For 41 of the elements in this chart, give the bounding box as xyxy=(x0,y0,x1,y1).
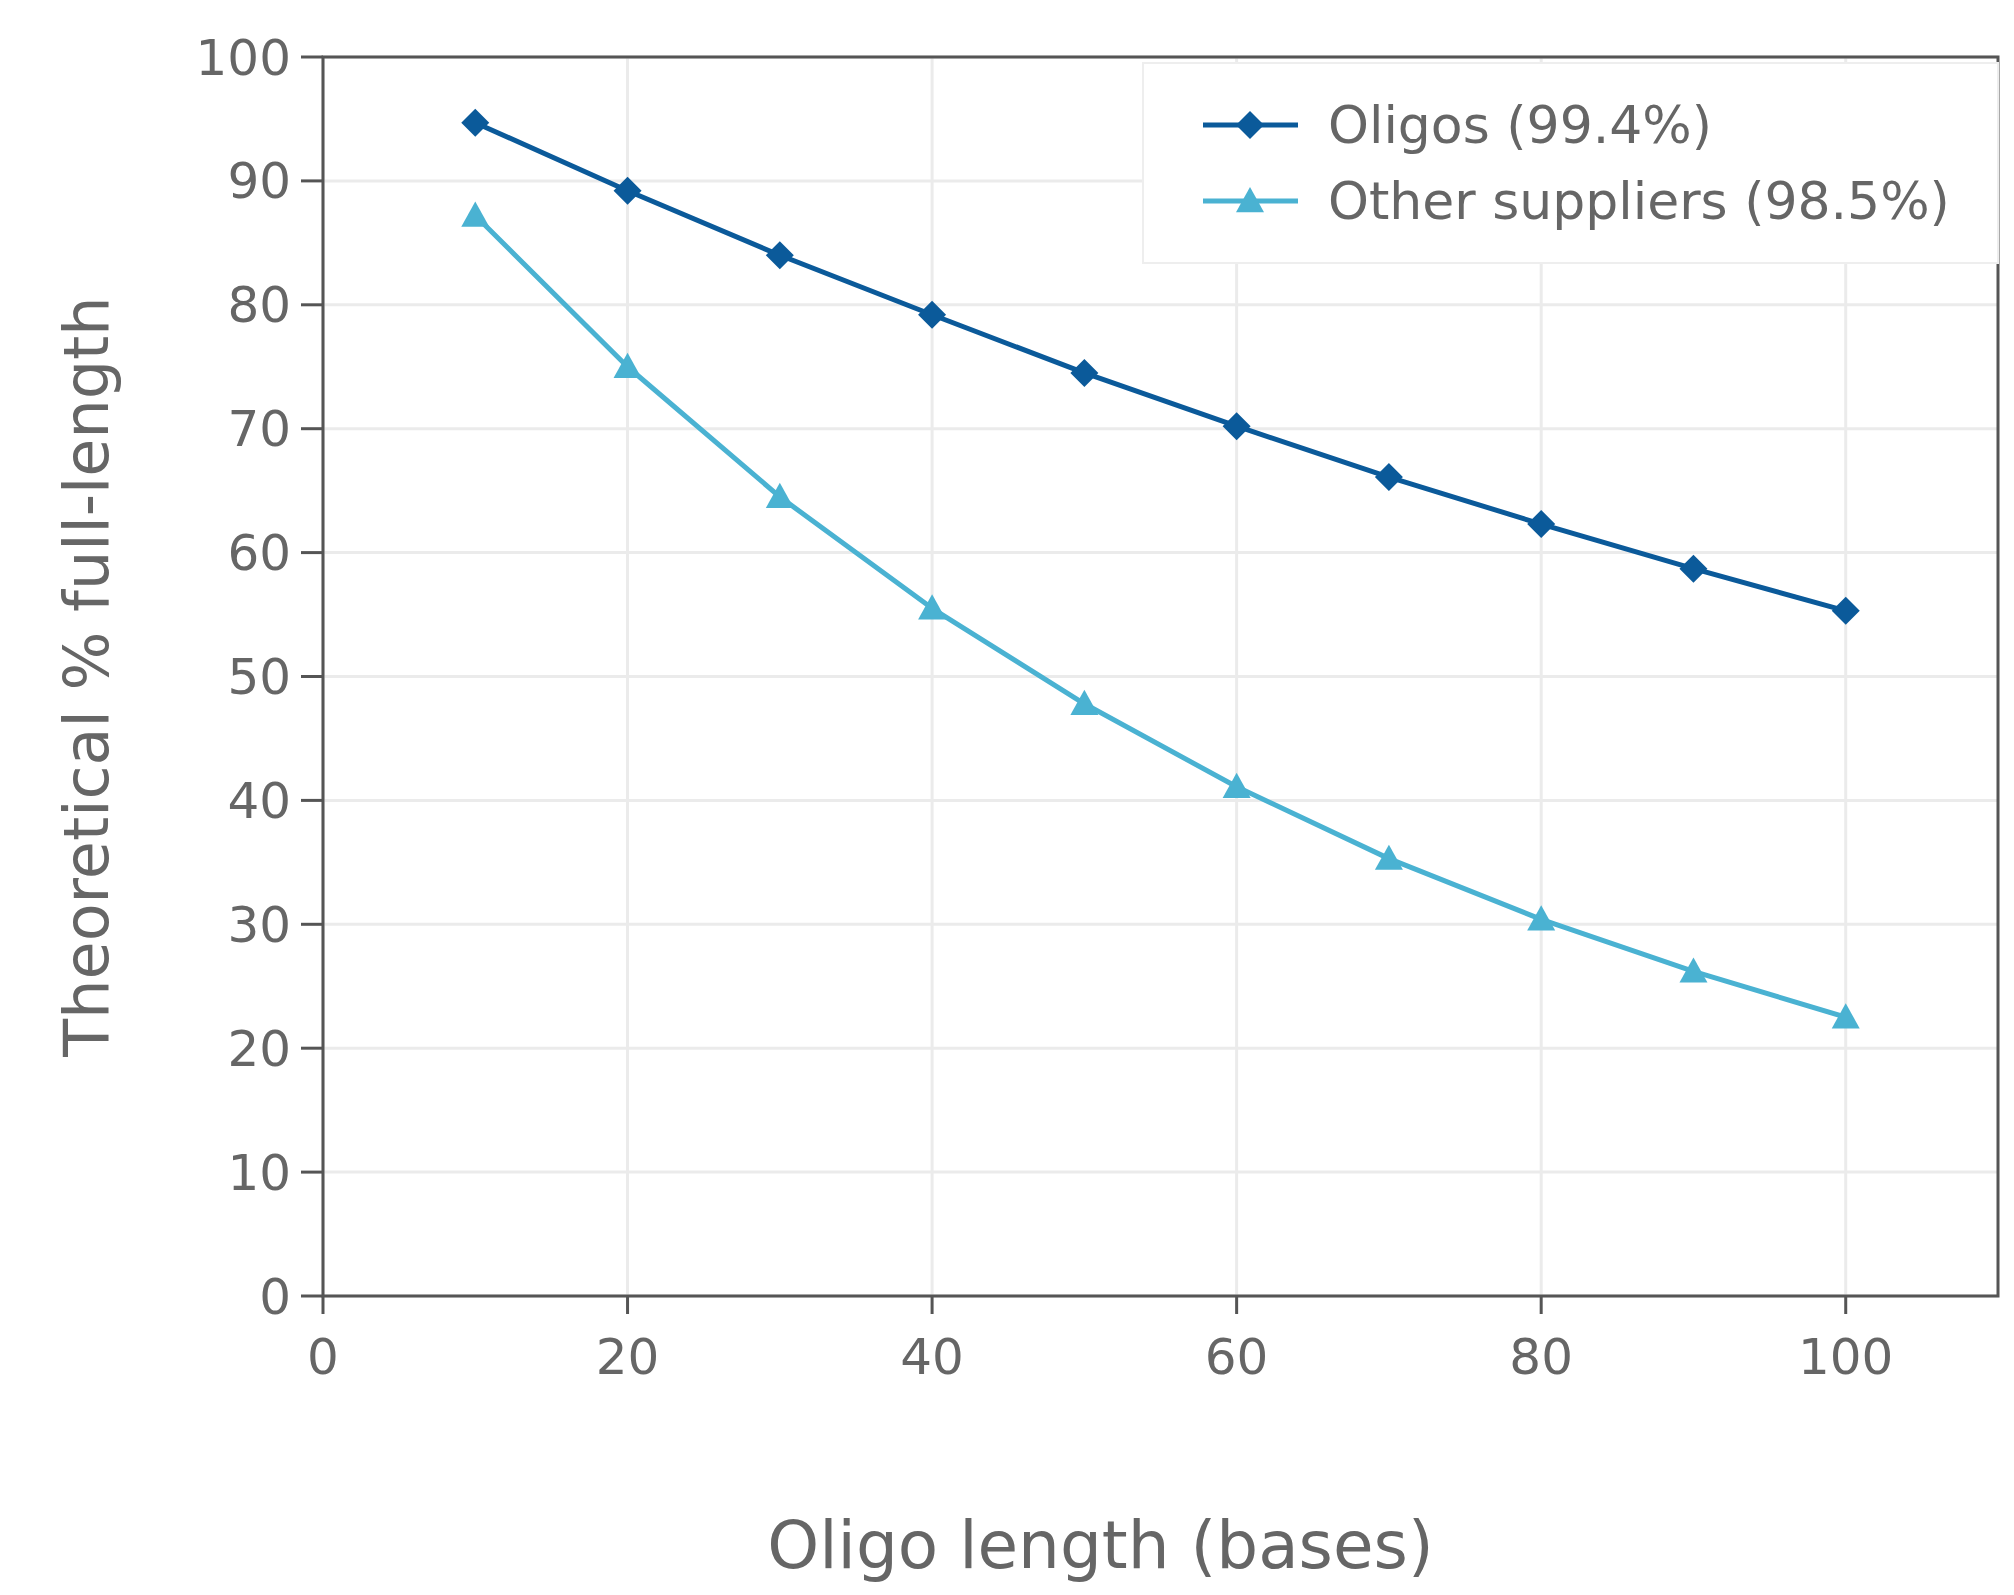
y-tick-label: 70 xyxy=(227,400,291,459)
point xyxy=(1070,358,1099,387)
point xyxy=(918,300,947,329)
legend-label: Other suppliers (98.5%) xyxy=(1328,171,1950,232)
point xyxy=(1679,957,1708,983)
point xyxy=(765,482,794,509)
legend-label: Oligos (99.4%) xyxy=(1328,95,1713,156)
x-tick-label: 40 xyxy=(900,1328,964,1386)
y-tick-label: 50 xyxy=(227,648,291,706)
y-tick-label: 20 xyxy=(227,1019,291,1078)
x-tick-label: 80 xyxy=(1509,1328,1573,1386)
point xyxy=(1679,554,1708,583)
x-tick-label: 60 xyxy=(1204,1328,1269,1386)
y-axis-title: Theoretical % full-length xyxy=(50,296,123,1058)
y-tick-label: 100 xyxy=(195,28,291,87)
point xyxy=(1527,905,1556,931)
point xyxy=(1527,510,1556,539)
point xyxy=(1374,844,1403,870)
point xyxy=(1831,1003,1860,1029)
point xyxy=(613,352,642,378)
point xyxy=(1831,596,1860,625)
point xyxy=(613,176,642,205)
y-tick-label: 90 xyxy=(227,152,291,211)
x-tick-label: 20 xyxy=(595,1328,660,1386)
x-axis-title: Oligo length (bases) xyxy=(767,1507,1434,1584)
point xyxy=(1222,412,1251,441)
point xyxy=(461,108,490,137)
point xyxy=(1374,463,1403,492)
point xyxy=(765,241,794,270)
point xyxy=(461,201,490,227)
y-tick-label: 40 xyxy=(227,771,291,830)
point xyxy=(1222,772,1251,798)
y-tick-label: 30 xyxy=(227,895,291,954)
y-tick-label: 60 xyxy=(227,524,291,583)
y-tick-label: 10 xyxy=(227,1143,291,1202)
x-tick-label: 0 xyxy=(307,1328,339,1386)
y-tick-label: 80 xyxy=(227,276,291,335)
y-tick-label: 0 xyxy=(259,1267,291,1326)
x-tick-label: 100 xyxy=(1798,1328,1894,1386)
point xyxy=(918,594,947,620)
point xyxy=(1070,689,1099,715)
